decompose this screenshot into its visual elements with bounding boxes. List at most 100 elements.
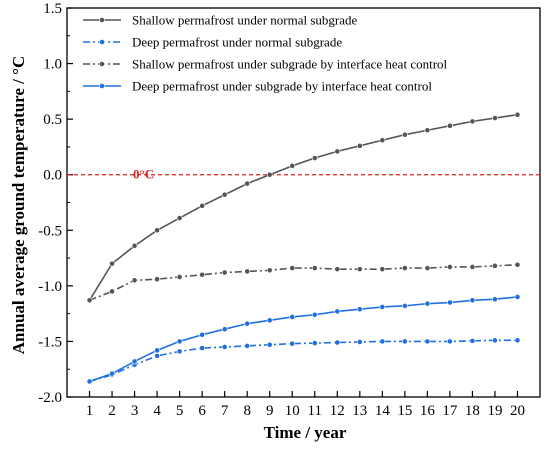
- series-line-3: [89, 263, 518, 302]
- series-line-2: [89, 339, 518, 383]
- x-tick-label: 8: [243, 403, 251, 419]
- y-tick-label: 0.5: [43, 112, 62, 128]
- series-3-point: [356, 266, 363, 273]
- x-tick-label: 1: [86, 403, 94, 419]
- series-4-point: [311, 311, 318, 318]
- series-3-point: [469, 264, 476, 270]
- series-2-point: [356, 339, 363, 345]
- series-4-point: [401, 302, 408, 309]
- series-2-point: [424, 338, 431, 345]
- series-2-point: [334, 339, 341, 346]
- series-3-point: [131, 277, 138, 284]
- legend-label-4: Deep permafrost under subgrade by interf…: [132, 79, 432, 94]
- series-3-point: [244, 268, 251, 275]
- series-4-point: [379, 304, 386, 310]
- x-tick-label: 18: [465, 403, 480, 419]
- series-2-point: [401, 338, 408, 345]
- x-tick-label: 16: [420, 403, 436, 419]
- series-4-point: [356, 306, 363, 313]
- x-tick-label: 12: [330, 403, 345, 419]
- series-4-point: [131, 358, 138, 365]
- series-2-point: [199, 345, 206, 351]
- series-1-point: [176, 215, 183, 221]
- series-3-point: [311, 265, 318, 271]
- x-tick-label: 11: [308, 403, 322, 419]
- series-4-point: [221, 326, 228, 333]
- series-1-point: [469, 118, 476, 125]
- x-tick-label: 5: [176, 403, 184, 419]
- series-1-point: [221, 191, 228, 198]
- series-4-point: [424, 300, 431, 307]
- series-3-point: [86, 297, 93, 304]
- series-3-point: [221, 269, 228, 276]
- series-3-point: [447, 264, 453, 270]
- reference-line-label: 0°C: [133, 167, 154, 182]
- legend-marker-4: [99, 83, 105, 89]
- series-4-point: [447, 299, 453, 306]
- series-4-point: [176, 338, 183, 345]
- series-3-point: [154, 276, 160, 283]
- y-tick-label: -1.5: [38, 334, 62, 350]
- series-4-point: [109, 370, 115, 377]
- series-2-point: [289, 340, 296, 347]
- y-axis-title: Annual average ground temperature / °C: [9, 56, 28, 354]
- x-tick-label: 15: [397, 403, 412, 419]
- series-1-point: [266, 171, 273, 178]
- series-4-point: [244, 320, 251, 327]
- series-1-point: [514, 111, 521, 118]
- y-tick-label: -2.0: [38, 390, 62, 406]
- series-4-point: [154, 347, 160, 354]
- series-3-point: [109, 288, 115, 295]
- legend-label-1: Shallow permafrost under normal subgrade: [132, 13, 358, 28]
- series-3-point: [424, 265, 431, 271]
- series-4-point: [266, 317, 273, 324]
- legend-marker-3: [99, 61, 105, 67]
- x-tick-label: 17: [442, 403, 458, 419]
- series-2-point: [176, 348, 183, 355]
- x-tick-label: 7: [221, 403, 229, 419]
- series-2-point: [244, 342, 251, 349]
- series-1-point: [379, 137, 386, 144]
- series-1-point: [154, 227, 160, 234]
- series-3-point: [334, 266, 341, 273]
- series-line-4: [89, 296, 518, 383]
- series-1-point: [311, 155, 318, 161]
- series-3-point: [401, 265, 408, 271]
- x-tick-label: 20: [510, 403, 525, 419]
- x-tick-label: 3: [131, 403, 139, 419]
- series-4-point: [334, 308, 341, 315]
- y-tick-label: -0.5: [38, 223, 62, 239]
- series-2-point: [447, 338, 453, 345]
- series-4-point: [469, 297, 476, 304]
- y-tick-label: 1.5: [43, 1, 62, 17]
- series-3-point: [492, 262, 498, 269]
- series-1-point: [244, 180, 251, 187]
- series-1-point: [401, 131, 408, 138]
- series-line-1: [88, 113, 518, 301]
- series-3-point: [514, 261, 521, 268]
- series-3-point: [176, 274, 183, 280]
- series-2-point: [379, 338, 386, 345]
- series-2-point: [514, 337, 521, 344]
- series-1-point: [131, 242, 138, 249]
- series-1-point: [199, 202, 206, 209]
- series-1-point: [492, 115, 498, 121]
- x-tick-label: 19: [487, 403, 502, 419]
- y-tick-label: 1.0: [43, 57, 62, 73]
- x-tick-label: 14: [375, 403, 391, 419]
- series-3-point: [199, 271, 206, 278]
- series-3-point: [289, 265, 296, 271]
- legend-marker-1: [99, 17, 105, 23]
- x-tick-label: 4: [153, 403, 161, 419]
- x-tick-label: 13: [352, 403, 367, 419]
- series-2-point: [311, 340, 318, 346]
- series-1-point: [424, 127, 431, 134]
- series-3-point: [379, 266, 386, 273]
- series-1-point: [356, 142, 363, 149]
- x-tick-label: 9: [266, 403, 274, 419]
- x-axis-title: Time / year: [264, 423, 347, 442]
- series-2-point: [492, 337, 498, 344]
- y-tick-label: 0.0: [43, 168, 62, 184]
- series-2-point: [266, 341, 273, 348]
- x-tick-label: 10: [285, 403, 300, 419]
